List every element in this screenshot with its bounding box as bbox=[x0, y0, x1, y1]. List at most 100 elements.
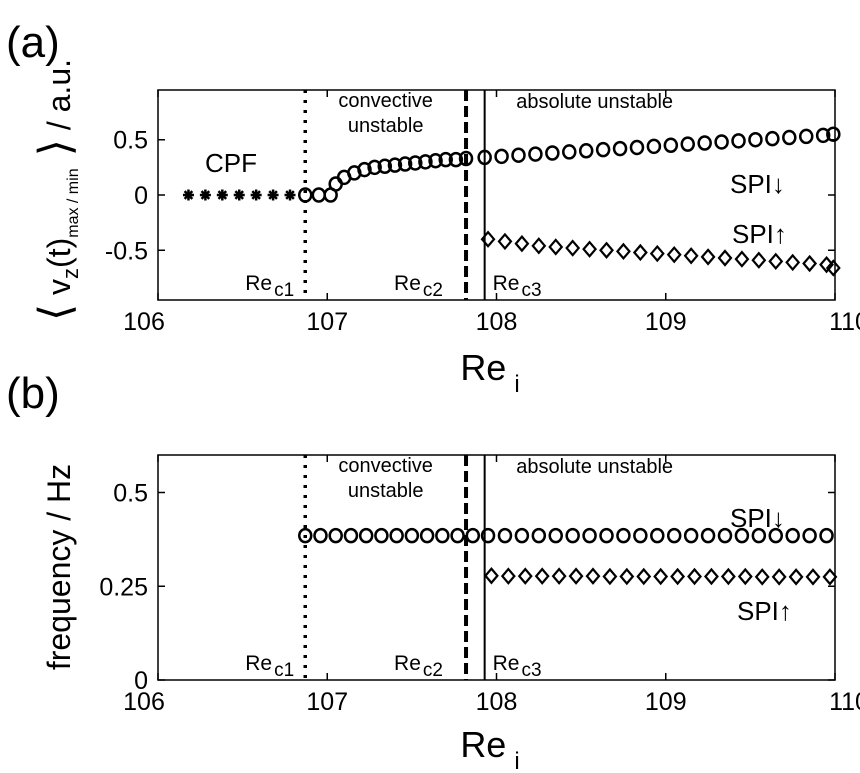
data-point bbox=[514, 527, 530, 544]
y-axis-label-unit: / a.u. bbox=[41, 59, 77, 139]
critical-label-c3: Re c3 bbox=[493, 652, 542, 681]
data-point bbox=[458, 150, 474, 167]
data-point bbox=[751, 527, 767, 544]
panel-label: (a) bbox=[6, 18, 60, 67]
data-point bbox=[734, 527, 750, 544]
y-tick-label: 0 bbox=[134, 667, 148, 695]
x-tick-label: 106 bbox=[123, 688, 165, 716]
data-point bbox=[599, 527, 614, 544]
data-point bbox=[612, 140, 628, 157]
data-point bbox=[771, 568, 787, 586]
data-point bbox=[534, 567, 550, 585]
data-point bbox=[358, 527, 374, 544]
critical-label-c3: Re c3 bbox=[493, 272, 542, 301]
data-point bbox=[802, 254, 818, 273]
data-point bbox=[737, 567, 753, 586]
data-point bbox=[805, 568, 821, 586]
annotation-cpf: CPF bbox=[205, 148, 257, 178]
data-point bbox=[216, 189, 228, 201]
data-point bbox=[666, 245, 682, 264]
data-point bbox=[826, 126, 841, 142]
data-point bbox=[418, 154, 433, 170]
critical-label-main: Re bbox=[245, 272, 272, 295]
critical-label-c2: Re c2 bbox=[394, 272, 443, 301]
data-point bbox=[782, 129, 797, 146]
critical-label-main: Re bbox=[394, 272, 421, 295]
x-axis-label-main: Re bbox=[460, 347, 506, 388]
region-label-unstable: unstable bbox=[348, 480, 424, 502]
x-tick-label: 110 bbox=[829, 688, 860, 716]
data-point bbox=[717, 249, 733, 267]
data-point bbox=[545, 145, 560, 161]
y-axis-label-bracket-open: ⟨ bbox=[31, 304, 80, 321]
y-axis-label: ⟨ vz(t)max / min ⟩ / a.u. bbox=[31, 59, 83, 321]
x-tick-label: 109 bbox=[645, 308, 687, 336]
y-axis-label: frequency / Hz bbox=[41, 464, 77, 670]
data-point bbox=[717, 527, 733, 544]
series-diamond bbox=[483, 567, 838, 586]
region-label-absolute-unstable: absolute unstable bbox=[516, 91, 673, 113]
critical-label-sub: c2 bbox=[423, 660, 443, 681]
data-point bbox=[408, 155, 423, 171]
data-point bbox=[700, 248, 716, 266]
x-axis-label: Re i bbox=[460, 347, 519, 398]
data-point bbox=[328, 176, 343, 192]
data-point bbox=[267, 189, 279, 201]
y-tick-label: 0 bbox=[134, 182, 148, 210]
data-point bbox=[562, 144, 577, 160]
x-tick-label: 107 bbox=[306, 688, 348, 716]
data-point bbox=[798, 128, 814, 145]
data-point bbox=[636, 567, 652, 586]
data-point bbox=[703, 567, 719, 586]
data-point bbox=[599, 241, 614, 259]
data-point bbox=[250, 189, 262, 201]
data-point bbox=[374, 527, 389, 544]
data-point bbox=[199, 189, 211, 201]
data-point bbox=[389, 527, 404, 544]
x-axis-label-sub: i bbox=[514, 748, 519, 773]
data-point bbox=[404, 527, 420, 544]
data-point bbox=[297, 527, 313, 544]
x-tick-label: 108 bbox=[476, 308, 518, 336]
data-point bbox=[494, 148, 509, 165]
series-asterisk bbox=[182, 189, 296, 201]
critical-label-main: Re bbox=[394, 652, 421, 675]
data-point bbox=[585, 567, 601, 585]
x-tick-label: 108 bbox=[476, 688, 518, 716]
data-point bbox=[687, 567, 702, 586]
data-point bbox=[367, 159, 382, 176]
data-point bbox=[477, 149, 492, 166]
data-point bbox=[822, 568, 838, 586]
data-point bbox=[343, 527, 359, 544]
data-point bbox=[387, 157, 403, 173]
data-point bbox=[788, 568, 804, 586]
critical-label-sub: c1 bbox=[274, 660, 294, 681]
data-point bbox=[595, 141, 611, 158]
y-axis-label-mid: (t) bbox=[41, 238, 77, 268]
data-point bbox=[428, 152, 443, 169]
data-point bbox=[754, 568, 770, 586]
x-tick-label: 109 bbox=[645, 688, 687, 716]
critical-label-c2: Re c2 bbox=[394, 652, 443, 681]
data-point bbox=[311, 187, 327, 203]
data-point bbox=[528, 146, 543, 162]
data-point bbox=[531, 527, 547, 544]
series-diamond bbox=[480, 230, 841, 277]
y-tick-label: 0.5 bbox=[113, 480, 148, 508]
data-point bbox=[700, 527, 716, 544]
data-point bbox=[802, 527, 817, 544]
data-point bbox=[680, 136, 696, 152]
data-point bbox=[511, 147, 526, 163]
x-axis-label: Re i bbox=[460, 724, 519, 773]
region-label-convective: convective bbox=[338, 90, 433, 112]
panel-label: (b) bbox=[6, 369, 60, 418]
data-point bbox=[568, 567, 584, 585]
data-point bbox=[480, 527, 496, 544]
critical-label-c1: Re c1 bbox=[245, 652, 294, 681]
data-point bbox=[683, 527, 699, 544]
data-point bbox=[646, 138, 662, 155]
y-axis-label-bracket-close: ⟩ bbox=[31, 139, 80, 168]
data-point bbox=[435, 527, 450, 544]
data-point bbox=[731, 133, 746, 149]
